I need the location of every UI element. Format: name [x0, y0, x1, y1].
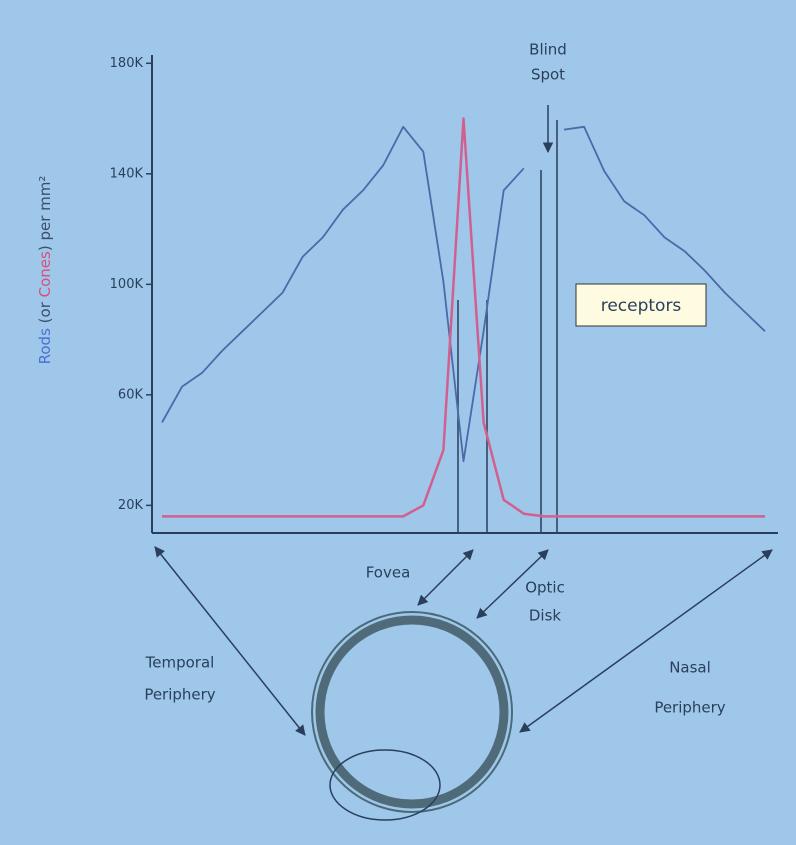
y-axis-label-part: Rods: [36, 328, 54, 364]
y-tick-label: 180K: [110, 56, 144, 71]
temporal-label: Temporal: [145, 654, 215, 672]
optic-disk-label: Optic: [525, 579, 565, 597]
y-axis-label-part: ) per mm²: [36, 176, 54, 252]
fovea-label: Fovea: [366, 564, 411, 582]
y-tick-label: 20K: [118, 498, 144, 513]
chart: receptors Blind Spot Fovea Optic Disk Te…: [0, 0, 796, 845]
y-axis-label: Rods (or Cones) per mm²: [36, 176, 54, 365]
nasal-label: Nasal: [669, 659, 711, 677]
optic-disk-label: Disk: [529, 607, 562, 625]
y-tick-label: 100K: [110, 277, 144, 292]
nasal-label: Periphery: [654, 699, 725, 717]
y-tick-label: 60K: [118, 387, 144, 402]
page: {"chart_data": {"type": "line", "y_label…: [0, 0, 796, 845]
temporal-label: Periphery: [144, 686, 215, 704]
background: [0, 0, 796, 845]
blind-spot-label: Blind: [529, 41, 567, 59]
receptors-label: receptors: [601, 296, 682, 316]
y-axis-label-part: (or: [36, 297, 54, 328]
blind-spot-label: Spot: [531, 66, 565, 84]
y-axis-label-part: Cones: [36, 251, 54, 297]
y-tick-label: 140K: [110, 166, 144, 181]
